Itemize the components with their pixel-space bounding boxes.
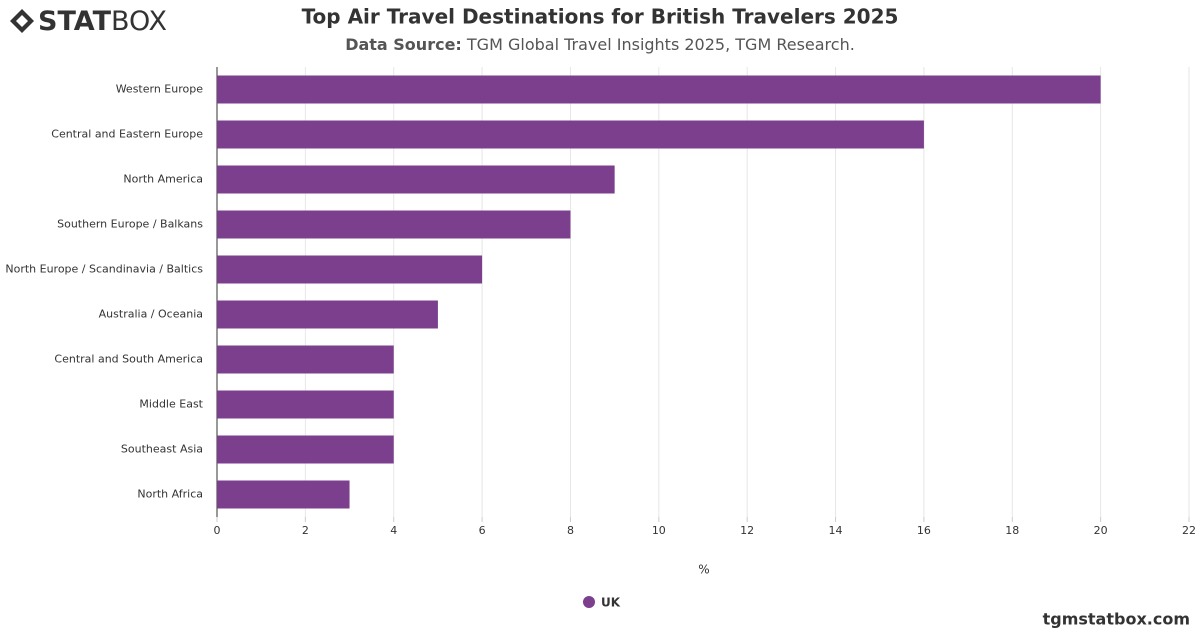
x-tick-label: 12 xyxy=(740,524,754,537)
subtitle-label: Data Source: xyxy=(345,35,462,54)
logo-icon xyxy=(10,9,34,33)
bar xyxy=(217,480,350,509)
x-tick-label: 6 xyxy=(479,524,486,537)
legend-label: UK xyxy=(601,596,621,610)
chart-subtitle: Data Source: TGM Global Travel Insights … xyxy=(345,35,855,54)
y-tick-label: Western Europe xyxy=(116,83,204,96)
bar xyxy=(217,165,615,194)
y-tick-label: North Africa xyxy=(137,488,203,501)
y-tick-label: Southern Europe / Balkans xyxy=(57,218,203,231)
bar xyxy=(217,120,924,149)
bar xyxy=(217,255,483,284)
y-tick-label: North Europe / Scandinavia / Baltics xyxy=(5,263,203,276)
x-tick-label: 10 xyxy=(652,524,666,537)
bar xyxy=(217,300,438,329)
y-tick-label: North America xyxy=(123,173,203,186)
bar xyxy=(217,75,1101,104)
logo-light: BOX xyxy=(111,6,167,37)
legend-marker xyxy=(583,596,595,608)
y-tick-label: Southeast Asia xyxy=(121,443,203,456)
bar xyxy=(217,345,394,374)
footer: tgmstatbox.com xyxy=(1043,610,1190,629)
x-tick-label: 20 xyxy=(1094,524,1108,537)
bar xyxy=(217,390,394,419)
x-tick-label: 8 xyxy=(567,524,574,537)
y-tick-label: Middle East xyxy=(139,398,203,411)
logo-bold: STAT xyxy=(38,6,112,37)
y-tick-label: Australia / Oceania xyxy=(99,308,203,321)
x-axis-label: % xyxy=(698,563,709,577)
x-tick-label: 22 xyxy=(1182,524,1196,537)
bar xyxy=(217,435,394,464)
y-tick-label: Central and Eastern Europe xyxy=(51,128,203,141)
subtitle-text: TGM Global Travel Insights 2025, TGM Res… xyxy=(466,35,855,54)
logo-text: STATBOX xyxy=(38,6,167,37)
x-tick-label: 4 xyxy=(390,524,397,537)
logo: STATBOX xyxy=(10,6,167,37)
bar xyxy=(217,210,571,239)
y-tick-label: Central and South America xyxy=(54,353,203,366)
x-tick-label: 16 xyxy=(917,524,931,537)
x-tick-label: 0 xyxy=(214,524,221,537)
chart-title: Top Air Travel Destinations for British … xyxy=(302,5,899,29)
x-tick-label: 2 xyxy=(302,524,309,537)
x-tick-label: 18 xyxy=(1005,524,1019,537)
x-tick-label: 14 xyxy=(829,524,843,537)
